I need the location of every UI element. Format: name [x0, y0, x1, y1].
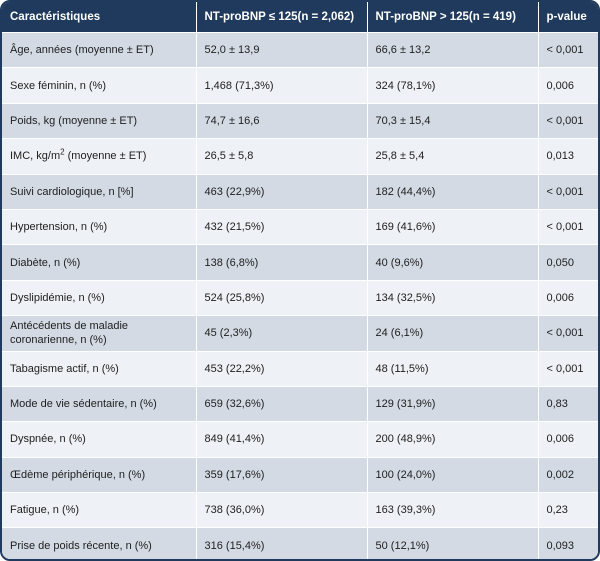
- cell-characteristic: Tabagisme actif, n (%): [2, 350, 197, 387]
- cell-characteristic: Poids, kg (moyenne ± ET): [2, 102, 197, 139]
- cell-low-group: 1,468 (71,3%): [196, 67, 368, 104]
- cell-high-group: 66,6 ± 13,2: [367, 31, 539, 68]
- label-text: IMC, kg/m: [10, 150, 61, 163]
- cell-high-group: 129 (31,9%): [367, 385, 539, 422]
- cell-high-group: 48 (11,5%): [367, 350, 539, 387]
- table-body: Âge, années (moyenne ± ET) 52,0 ± 13,9 6…: [2, 31, 598, 559]
- cell-low-group: 359 (17,6%): [196, 456, 368, 493]
- table-row: Dyslipidémie, n (%) 524 (25,8%) 134 (32,…: [2, 279, 598, 316]
- table-row: Prise de poids récente, n (%) 316 (15,4%…: [2, 527, 598, 559]
- table-row: Sexe féminin, n (%) 1,468 (71,3%) 324 (7…: [2, 67, 598, 104]
- cell-characteristic: Dyspnée, n (%): [2, 421, 197, 458]
- cell-characteristic: Antécédents de maladie coronarienne, n (…: [2, 315, 197, 352]
- label-text: (moyenne ± ET): [64, 150, 147, 163]
- cell-characteristic: Diabète, n (%): [2, 244, 197, 281]
- cell-characteristic: Dyslipidémie, n (%): [2, 279, 197, 316]
- cell-p-value: < 0,001: [538, 350, 598, 387]
- table-row: Diabète, n (%) 138 (6,8%) 40 (9,6%) 0,05…: [2, 244, 598, 281]
- cell-low-group: 26,5 ± 5,8: [196, 138, 368, 175]
- table-row: Mode de vie sédentaire, n (%) 659 (32,6%…: [2, 385, 598, 422]
- cell-characteristic: Sexe féminin, n (%): [2, 67, 197, 104]
- cell-high-group: 200 (48,9%): [367, 421, 539, 458]
- superscript: 2: [60, 147, 65, 157]
- cell-low-group: 74,7 ± 16,6: [196, 102, 368, 139]
- cell-p-value: 0,006: [538, 421, 598, 458]
- cell-characteristic: Hypertension, n (%): [2, 208, 197, 245]
- cell-low-group: 316 (15,4%): [196, 527, 368, 559]
- cell-low-group: 138 (6,8%): [196, 244, 368, 281]
- table-row: Antécédents de maladie coronarienne, n (…: [2, 315, 598, 352]
- cell-high-group: 24 (6,1%): [367, 315, 539, 352]
- cell-high-group: 100 (24,0%): [367, 456, 539, 493]
- cell-characteristic: Âge, années (moyenne ± ET): [2, 31, 197, 68]
- cell-low-group: 45 (2,3%): [196, 315, 368, 352]
- cell-characteristic: Prise de poids récente, n (%): [2, 527, 197, 559]
- cell-low-group: 659 (32,6%): [196, 385, 368, 422]
- cell-p-value: 0,050: [538, 244, 598, 281]
- table-row: IMC, kg/m2 (moyenne ± ET) 26,5 ± 5,8 25,…: [2, 138, 598, 175]
- cell-low-group: 432 (21,5%): [196, 208, 368, 245]
- cell-high-group: 25,8 ± 5,4: [367, 138, 539, 175]
- table-row: Fatigue, n (%) 738 (36,0%) 163 (39,3%) 0…: [2, 492, 598, 528]
- cell-low-group: 524 (25,8%): [196, 279, 368, 316]
- table-row: Tabagisme actif, n (%) 453 (22,2%) 48 (1…: [2, 350, 598, 387]
- table-row: Dyspnée, n (%) 849 (41,4%) 200 (48,9%) 0…: [2, 421, 598, 458]
- table-row: Poids, kg (moyenne ± ET) 74,7 ± 16,6 70,…: [2, 102, 598, 139]
- table-header-row: Caractéristiques NT-proBNP ≤ 125(n = 2,0…: [2, 2, 598, 33]
- cell-characteristic: Fatigue, n (%): [2, 492, 197, 528]
- cell-low-group: 849 (41,4%): [196, 421, 368, 458]
- cell-p-value: < 0,001: [538, 208, 598, 245]
- cell-characteristic: Œdème périphérique, n (%): [2, 456, 197, 493]
- header-p-value: p-value: [538, 2, 598, 33]
- cell-p-value: 0,013: [538, 138, 598, 175]
- cell-high-group: 40 (9,6%): [367, 244, 539, 281]
- cell-characteristic: Suivi cardiologique, n [%]: [2, 173, 197, 210]
- header-characteristics: Caractéristiques: [2, 2, 197, 33]
- cell-high-group: 163 (39,3%): [367, 492, 539, 528]
- cell-p-value: < 0,001: [538, 102, 598, 139]
- cell-p-value: < 0,001: [538, 315, 598, 352]
- cell-p-value: 0,006: [538, 279, 598, 316]
- cell-low-group: 463 (22,9%): [196, 173, 368, 210]
- cell-p-value: 0,23: [538, 492, 598, 528]
- cell-high-group: 50 (12,1%): [367, 527, 539, 559]
- header-low-group: NT-proBNP ≤ 125(n = 2,062): [196, 2, 368, 33]
- cell-p-value: 0,002: [538, 456, 598, 493]
- cell-characteristic: Mode de vie sédentaire, n (%): [2, 385, 197, 422]
- cell-high-group: 134 (32,5%): [367, 279, 539, 316]
- cell-p-value: < 0,001: [538, 31, 598, 68]
- cell-p-value: 0,83: [538, 385, 598, 422]
- header-high-group: NT-proBNP > 125(n = 419): [367, 2, 539, 33]
- cell-characteristic: IMC, kg/m2 (moyenne ± ET): [2, 138, 197, 175]
- table-row: Âge, années (moyenne ± ET) 52,0 ± 13,9 6…: [2, 31, 598, 68]
- cell-low-group: 453 (22,2%): [196, 350, 368, 387]
- cell-low-group: 52,0 ± 13,9: [196, 31, 368, 68]
- table-row: Œdème périphérique, n (%) 359 (17,6%) 10…: [2, 456, 598, 493]
- cell-high-group: 70,3 ± 15,4: [367, 102, 539, 139]
- cell-low-group: 738 (36,0%): [196, 492, 368, 528]
- cell-high-group: 324 (78,1%): [367, 67, 539, 104]
- cell-p-value: 0,093: [538, 527, 598, 559]
- cell-high-group: 182 (44,4%): [367, 173, 539, 210]
- table-row: Suivi cardiologique, n [%] 463 (22,9%) 1…: [2, 173, 598, 210]
- cell-p-value: 0,006: [538, 67, 598, 104]
- cell-high-group: 169 (41,6%): [367, 208, 539, 245]
- cell-p-value: < 0,001: [538, 173, 598, 210]
- table-row: Hypertension, n (%) 432 (21,5%) 169 (41,…: [2, 208, 598, 245]
